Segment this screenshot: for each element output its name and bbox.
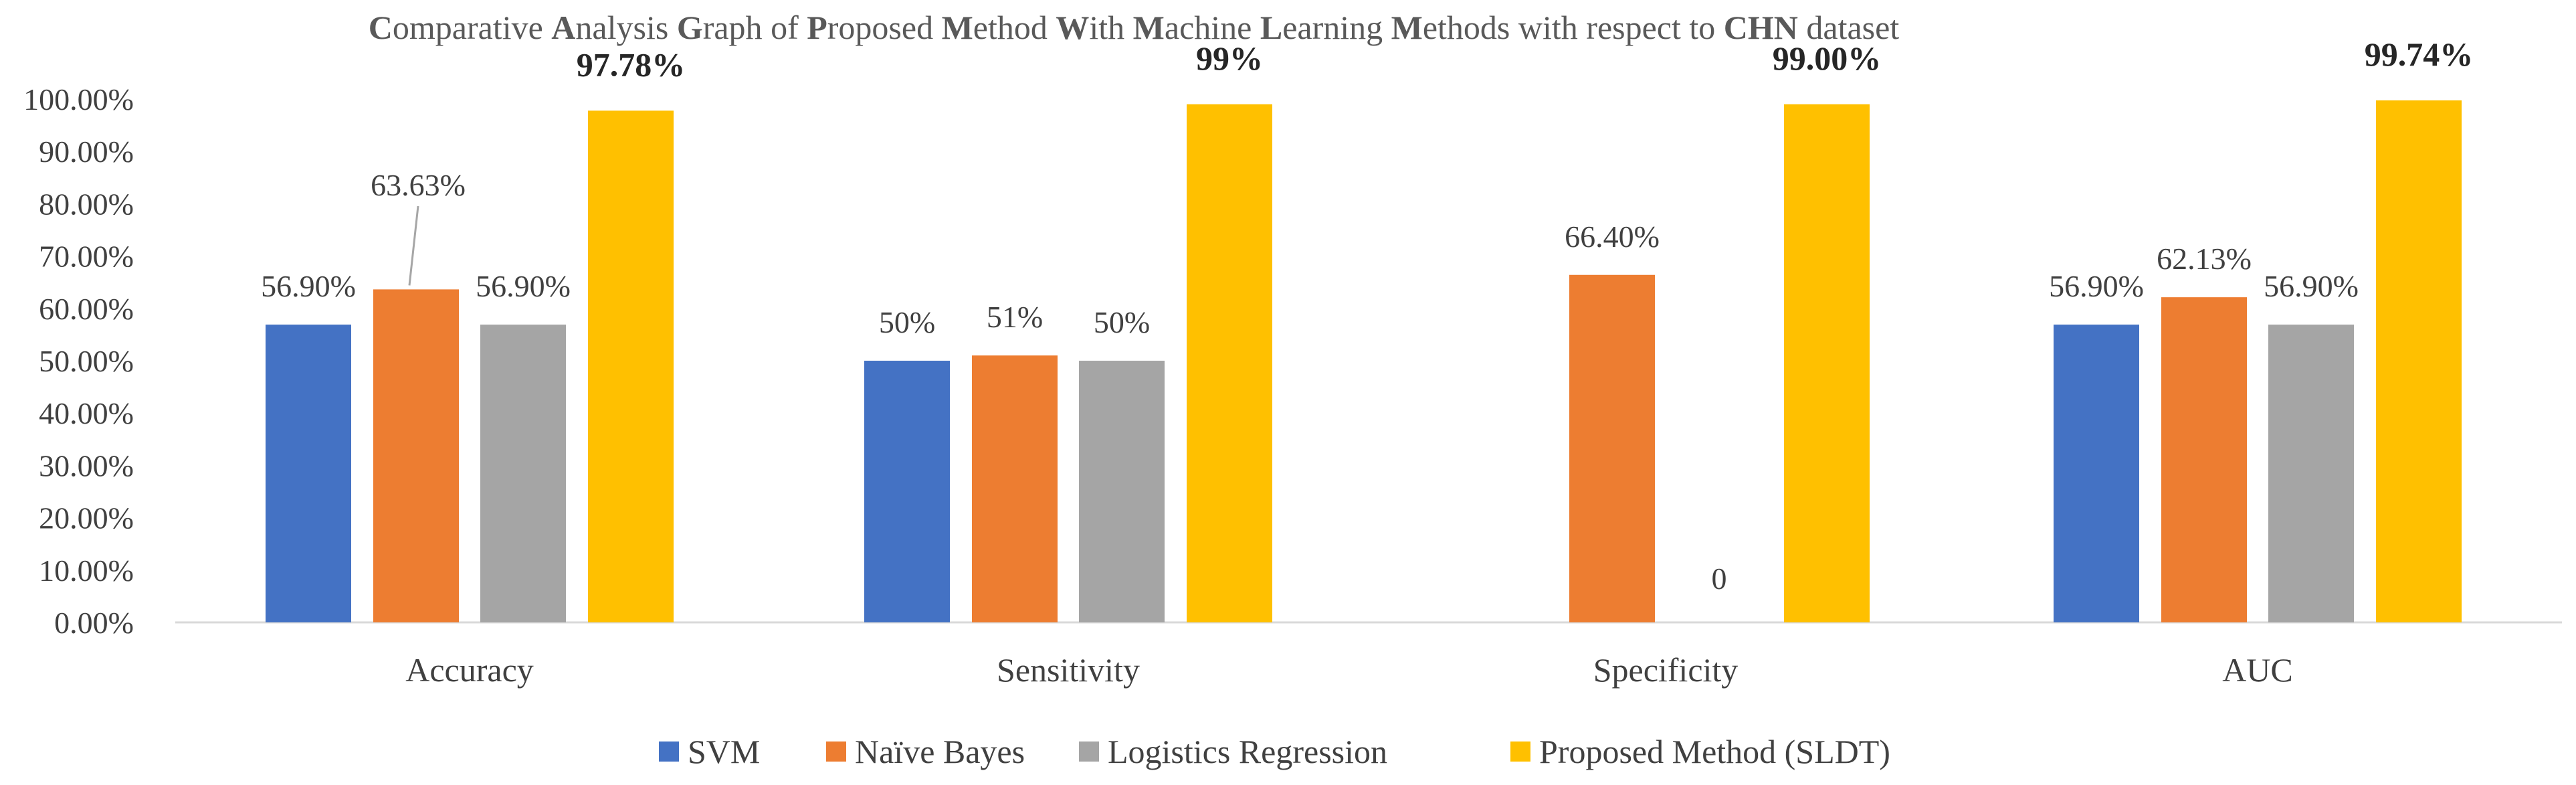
bar-na-ve-bayes-accuracy [373,289,459,622]
y-tick-label: 80.00% [39,187,134,221]
y-tick-label: 0.00% [54,606,134,640]
data-label: 66.40% [1565,220,1660,254]
category-label: AUC [2222,651,2293,689]
legend-label: Logistics Regression [1108,733,1387,770]
data-label: 0 [1712,561,1727,596]
data-label: 50% [1094,305,1150,339]
data-label: 50% [879,305,935,339]
legend-swatch [659,742,679,762]
data-label: 99% [1196,39,1263,77]
bar-na-ve-bayes-sensitivity [972,355,1058,622]
y-tick-label: 60.00% [39,292,134,326]
data-label: 51% [987,300,1043,334]
title-initial: G [677,9,703,46]
legend-label: SVM [688,733,760,770]
category-label: Accuracy [405,651,534,689]
bar-na-ve-bayes-specificity [1569,274,1655,622]
title-initial: A [551,9,575,46]
legend: SVM Naïve Bayes Logistics Regression Propos… [659,733,1890,770]
title-initial: L [1260,9,1282,46]
y-tick-label: 90.00% [39,135,134,169]
bar-svm-accuracy [266,325,351,622]
bar-na-ve-bayes-auc [2161,297,2247,622]
label-leader-line [408,205,419,286]
y-tick-label: 10.00% [39,553,134,588]
bar-logistics-regression-sensitivity [1079,361,1165,622]
data-label: 99.00% [1773,39,1882,77]
data-label: 56.90% [476,269,571,303]
legend-label: Naïve Bayes [855,733,1025,770]
y-tick-label: 30.00% [39,448,134,483]
bar-logistics-regression-auc [2268,325,2354,622]
title-initial: W [1056,9,1089,46]
chart-title: Comparative Analysis Graph of Proposed M… [369,9,1900,46]
y-tick-label: 70.00% [39,240,134,274]
data-label: 56.90% [261,269,356,303]
data-label: 56.90% [2264,269,2359,303]
bars [266,100,2462,622]
y-tick-label: 100.00% [23,82,134,116]
title-initial: M [1391,9,1423,46]
bar-logistics-regression-accuracy [480,325,566,622]
data-label: 63.63% [371,168,466,202]
y-tick-label: 20.00% [39,501,134,535]
y-tick-label: 40.00% [39,396,134,430]
title-initial: M [942,9,973,46]
title-initial: P [807,9,827,46]
legend-label: Proposed Method (SLDT) [1539,733,1890,770]
data-label: 56.90% [2049,269,2144,303]
bar-proposed-method-sldt--auc [2376,100,2462,622]
bar-svm-auc [2054,325,2139,622]
data-label: 62.13% [2157,242,2252,276]
y-tick-label: 50.00% [39,344,134,378]
bar-proposed-method-sldt--accuracy [588,110,674,622]
bar-proposed-method-sldt--specificity [1784,104,1870,622]
title-initial: C [369,9,393,46]
title-initial: CHN [1724,9,1798,46]
legend-swatch [1510,742,1530,762]
title-initial: M [1133,9,1165,46]
bar-svm-sensitivity [864,361,950,622]
data-label: 99.74% [2365,35,2474,73]
bar-labels: 56.90% 50% 56.90% 63.63% 51% 66.40% 62.13% 56.9… [261,35,2473,596]
category-label: Sensitivity [997,651,1140,689]
data-label: 97.78% [577,46,686,83]
bar-proposed-method-sldt--sensitivity [1187,104,1272,622]
category-labels: Accuracy Sensitivity Specificity AUC [405,651,2293,689]
y-axis: 0.00% 10.00% 20.00% 30.00% 40.00% 50.00% 60.00… [23,82,134,640]
legend-swatch [1079,742,1099,762]
category-label: Specificity [1593,651,1739,689]
legend-swatch [826,742,846,762]
